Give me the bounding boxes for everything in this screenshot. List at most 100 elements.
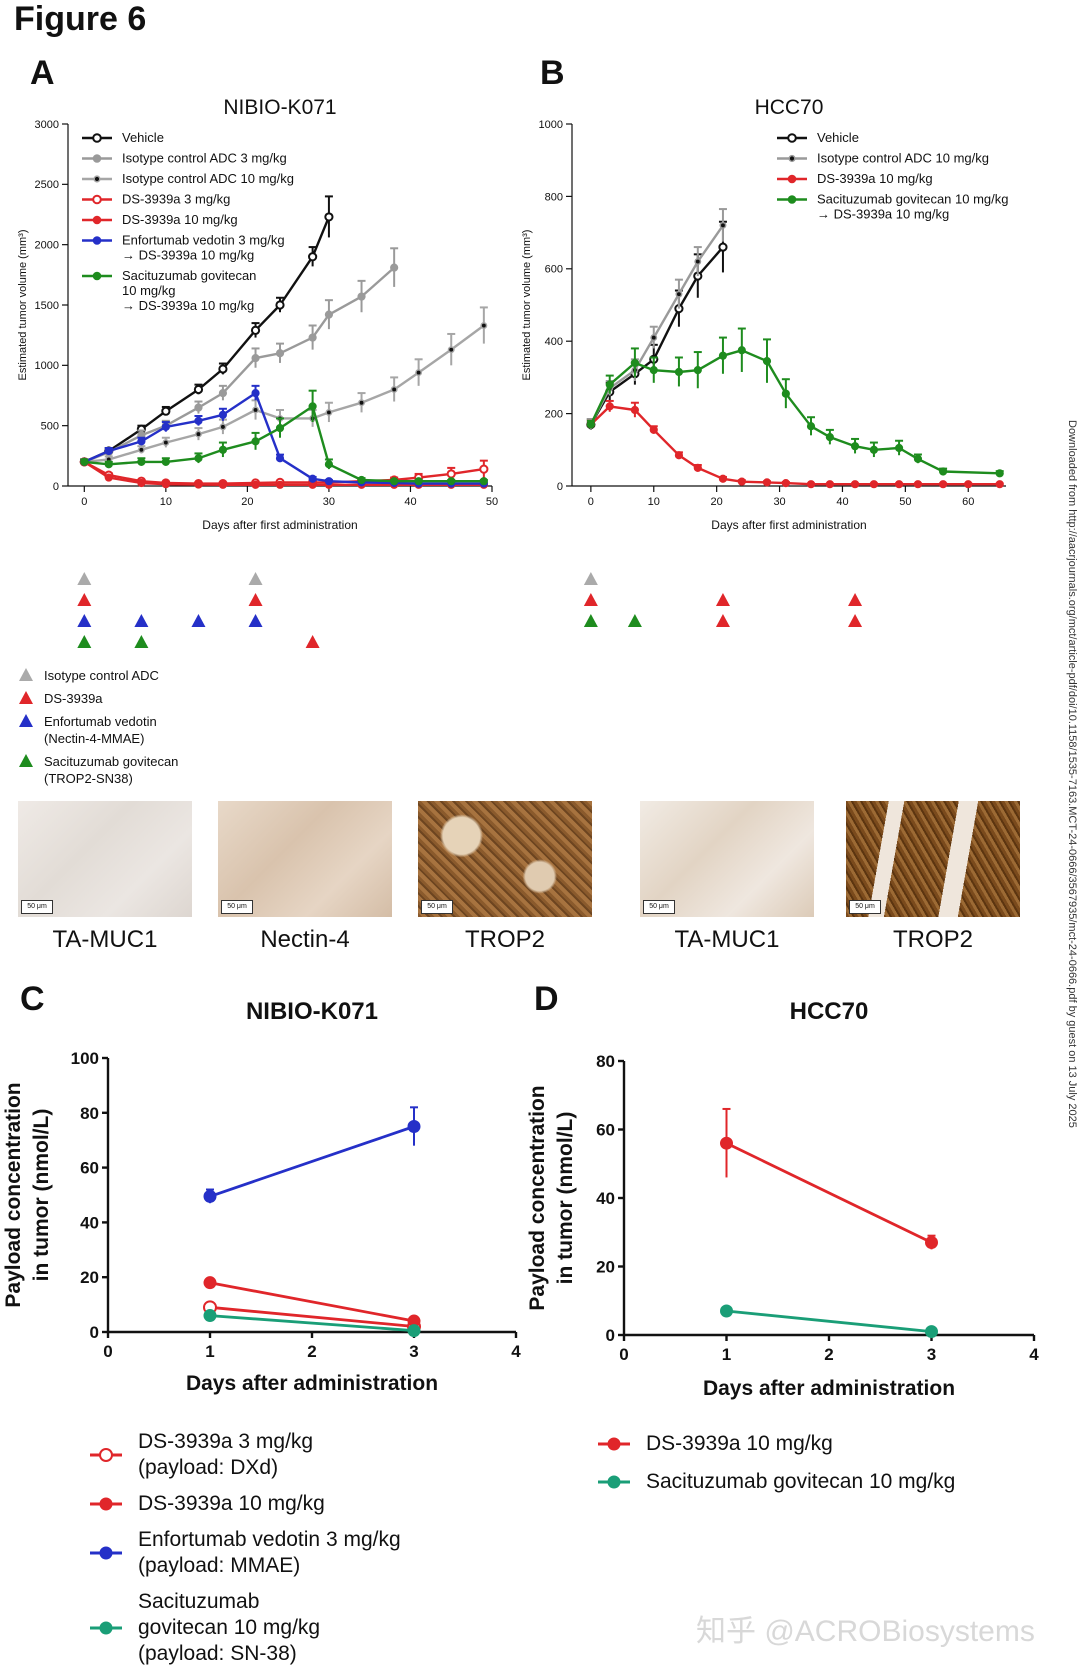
legend-label: govitecan 10 mg/kg <box>138 1616 320 1639</box>
x-tick-label: 1 <box>722 1345 731 1364</box>
data-point <box>762 357 772 366</box>
y-tick-label: 1000 <box>35 360 59 372</box>
x-tick-label: 30 <box>773 496 785 508</box>
ihc-image-ta-muc1-b: 50 μm <box>640 801 814 917</box>
data-point <box>415 369 423 377</box>
data-point <box>939 480 948 489</box>
dosing-legend-label: (TROP2-SN38) <box>44 771 133 786</box>
y-tick-label: 2500 <box>35 179 59 191</box>
legend-marker <box>92 215 102 225</box>
data-point <box>718 351 728 360</box>
x-tick-label: 10 <box>648 496 660 508</box>
legend-label: Sacituzumab <box>138 1590 259 1613</box>
download-note-text: Downloaded from http://aacrjournals.org/… <box>1066 420 1078 1128</box>
x-tick-label: 50 <box>899 496 911 508</box>
data-point <box>825 433 834 442</box>
data-point <box>308 333 317 342</box>
data-point <box>605 380 614 389</box>
x-tick-label: 4 <box>511 1342 521 1361</box>
x-tick-label: 20 <box>241 496 253 508</box>
data-point <box>995 480 1004 489</box>
y-tick-label: 20 <box>80 1268 99 1287</box>
x-tick-label: 0 <box>103 1342 112 1361</box>
chart-d: HCC70 0 20 40 60 80 0 1 2 3 4 Days after administra… <box>526 998 1039 1493</box>
legend-marker <box>99 1448 113 1462</box>
y-tick-label: 800 <box>545 191 563 203</box>
dose-marker <box>77 572 92 585</box>
x-tick-label: 1 <box>205 1342 214 1361</box>
data-point <box>324 460 334 469</box>
data-point <box>325 408 333 416</box>
data-point <box>324 477 334 486</box>
dose-marker <box>248 572 263 585</box>
data-point <box>781 389 790 398</box>
download-note: Downloaded from http://aacrjournals.org/… <box>1066 420 1080 1270</box>
data-point <box>275 423 285 433</box>
ihc-label-nectin-4: Nectin-4 <box>260 926 350 953</box>
dose-marker <box>715 593 730 606</box>
data-point <box>737 477 746 486</box>
data-point <box>104 473 113 482</box>
data-point <box>390 386 398 393</box>
legend-marker <box>92 236 102 245</box>
data-point <box>650 334 658 342</box>
legend-label: Enfortumab vedotin 3 mg/kg <box>122 233 285 248</box>
legend-label: → DS-3939a 10 mg/kg <box>122 298 254 313</box>
dose-marker <box>248 614 263 627</box>
x-tick-label: 50 <box>486 496 498 508</box>
legend-label: DS-3939a 10 mg/kg <box>122 212 238 227</box>
legend-label: DS-3939a 10 mg/kg <box>817 171 933 186</box>
x-tick-label: 3 <box>409 1342 418 1361</box>
data-point <box>275 349 285 358</box>
dose-marker <box>305 635 320 648</box>
legend-label: Vehicle <box>122 130 164 145</box>
legend-label: Enfortumab vedotin 3 mg/kg <box>138 1528 401 1551</box>
dosing-legend-label: Sacituzumab govitecan <box>44 754 178 769</box>
data-point <box>407 1324 421 1338</box>
y-tick-label: 60 <box>596 1120 615 1139</box>
y-tick-label: 0 <box>557 481 563 493</box>
chart-title: NIBIO-K071 <box>223 96 336 119</box>
data-point <box>137 457 146 466</box>
data-point <box>162 439 170 447</box>
x-axis-label: Days after administration <box>186 1372 438 1395</box>
y-tick-label: 60 <box>80 1159 99 1178</box>
legend-label: Sacituzumab govitecan 10 mg/kg <box>817 192 1009 207</box>
x-tick-label: 3 <box>927 1345 936 1364</box>
y-tick-label: 600 <box>545 264 563 276</box>
panel-label-c: C <box>20 980 45 1018</box>
dose-marker <box>627 614 642 627</box>
dosing-legend-label: (Nectin-4-MMAE) <box>44 731 144 746</box>
y-tick-label: 0 <box>90 1323 99 1342</box>
data-point <box>781 479 790 488</box>
dose-marker <box>715 614 730 627</box>
legend-marker <box>99 1497 113 1511</box>
data-point <box>194 416 203 425</box>
dose-marker <box>134 635 149 648</box>
data-point <box>80 457 89 466</box>
legend-marker <box>92 194 102 205</box>
dosing-schedule-a <box>77 572 320 648</box>
series-sacituzumab-govitecan-10-mg-kg-ds-3939a-10-mg-kg <box>586 327 1004 478</box>
x-axis-label: Days after first administration <box>711 518 866 532</box>
data-point <box>718 242 728 252</box>
data-point <box>218 364 228 374</box>
data-point <box>161 457 170 466</box>
data-point <box>308 474 317 483</box>
y-axis-label-line2: in tumor (nmol/L) <box>30 1109 53 1282</box>
x-tick-label: 30 <box>323 496 335 508</box>
chart-c: NIBIO-K071 0 20 40 60 80 100 0 1 2 3 4 Days after ad… <box>2 998 521 1665</box>
data-point <box>390 477 399 486</box>
data-point <box>275 454 285 463</box>
legend-label: Vehicle <box>817 130 859 145</box>
legend-marker <box>787 174 797 184</box>
y-tick-label: 80 <box>80 1104 99 1123</box>
legend-label: (payload: DXd) <box>138 1456 278 1479</box>
data-point <box>358 399 365 407</box>
data-point <box>674 451 684 460</box>
y-tick-label: 80 <box>596 1052 615 1071</box>
data-point <box>995 469 1004 478</box>
series-line <box>209 1125 415 1198</box>
data-point <box>251 353 260 363</box>
data-point <box>894 443 904 453</box>
